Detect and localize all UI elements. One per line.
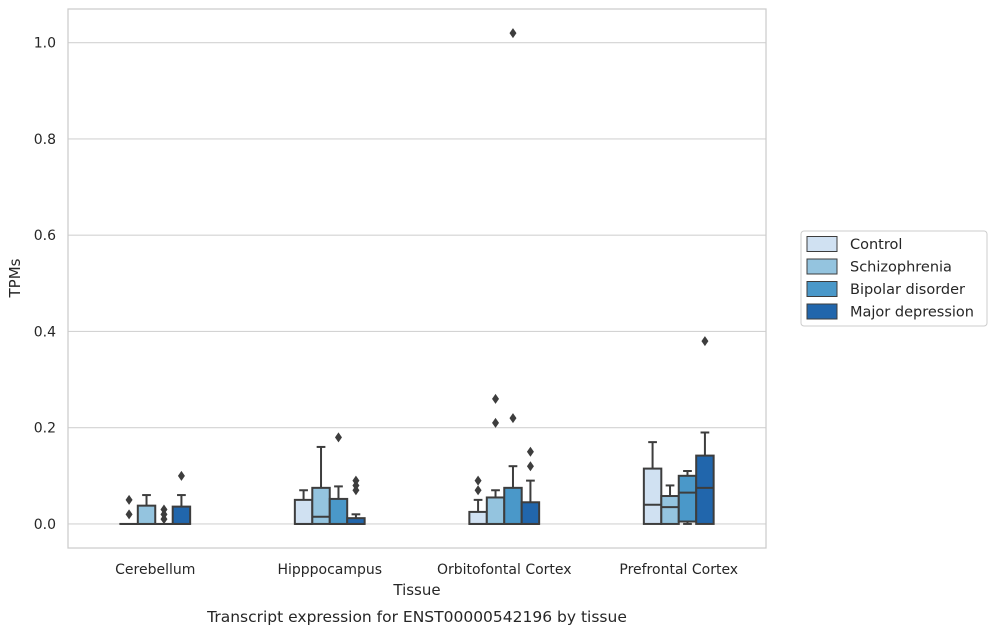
- y-tick-label: 0.0: [34, 517, 56, 533]
- box-control: [644, 469, 661, 524]
- box-bipolar-disorder: [679, 476, 696, 522]
- legend-swatch: [807, 237, 837, 252]
- box-control: [469, 512, 486, 524]
- box-schizophrenia: [487, 497, 504, 523]
- legend-label: Control: [850, 237, 902, 253]
- x-axis-label: Tissue: [392, 581, 440, 599]
- legend-swatch: [807, 259, 837, 274]
- y-tick-label: 1.0: [34, 36, 56, 52]
- y-tick-label: 0.4: [34, 324, 56, 340]
- legend: Control Schizophrenia Bipolar disorder Majo…: [801, 231, 987, 326]
- box-schizophrenia: [138, 506, 155, 524]
- x-tick-label: Hipppocampus: [277, 562, 382, 578]
- y-tick-label: 0.8: [34, 132, 56, 148]
- box-major-depression: [696, 456, 713, 524]
- box-schizophrenia: [312, 488, 329, 524]
- legend-label: Schizophrenia: [850, 260, 952, 276]
- box-bipolar-disorder: [504, 488, 521, 524]
- legend-label: Major depression: [850, 305, 974, 321]
- box-control: [295, 500, 312, 524]
- y-tick-label: 0.2: [34, 421, 56, 437]
- y-tick-label: 0.6: [34, 228, 56, 244]
- box-bipolar-disorder: [330, 499, 347, 524]
- legend-label: Bipolar disorder: [850, 282, 965, 298]
- box-schizophrenia: [661, 496, 678, 524]
- x-tick-label: Prefrontal Cortex: [619, 562, 738, 578]
- x-tick-label: Orbitofontal Cortex: [437, 562, 572, 578]
- chart-caption: Transcript expression for ENST0000054219…: [206, 608, 627, 626]
- box-major-depression: [173, 507, 190, 524]
- legend-swatch: [807, 282, 837, 297]
- legend-swatch: [807, 304, 837, 319]
- x-tick-label: Cerebellum: [115, 562, 195, 578]
- y-axis-label: TPMs: [6, 258, 24, 298]
- box-major-depression: [522, 502, 539, 524]
